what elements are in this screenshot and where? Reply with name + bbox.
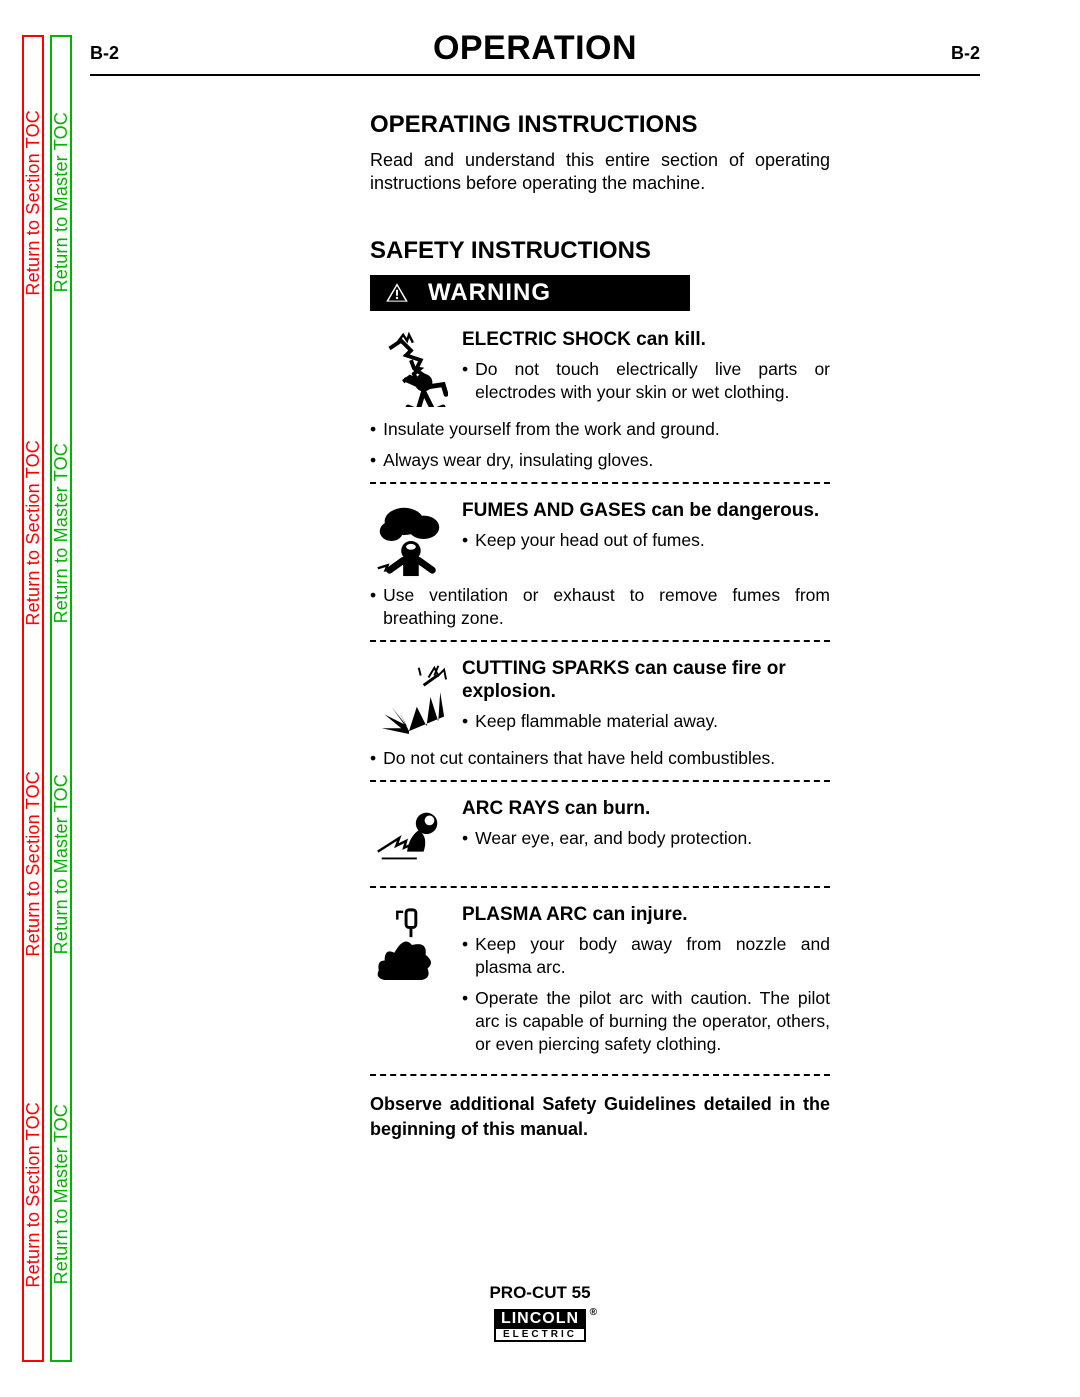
return-master-toc-link[interactable]: Return to Master TOC	[51, 102, 72, 302]
registered-mark: ®	[590, 1307, 598, 1318]
hazard-heading: PLASMA ARC can injure.	[462, 904, 830, 927]
divider	[370, 640, 830, 642]
shock-icon	[370, 329, 448, 407]
master-toc-rail: Return to Master TOC Return to Master TO…	[50, 35, 72, 1362]
operating-instructions-heading: OPERATING INSTRUCTIONS	[370, 111, 830, 139]
hazard-bullet: Always wear dry, insulating gloves.	[370, 449, 830, 472]
content-column: OPERATING INSTRUCTIONS Read and understa…	[370, 111, 830, 1141]
hazard-bullet: Wear eye, ear, and body protection.	[462, 827, 830, 850]
page-footer: PRO-CUT 55 LINCOLN® ELECTRIC	[0, 1283, 1080, 1342]
section-toc-rail: Return to Section TOC Return to Section …	[22, 35, 44, 1362]
hazard-block: ARC RAYS can burn. Wear eye, ear, and bod…	[370, 798, 830, 876]
warning-banner: WARNING	[370, 275, 690, 311]
hazard-bullet: Do not cut containers that have held com…	[370, 747, 830, 770]
warning-triangle-icon	[384, 280, 410, 306]
divider	[370, 1074, 830, 1076]
hazard-block: CUTTING SPARKS can cause fire or explosi…	[370, 658, 830, 770]
lincoln-electric-logo: LINCOLN® ELECTRIC	[494, 1309, 586, 1342]
fumes-icon	[370, 500, 448, 578]
operating-instructions-text: Read and understand this entire section …	[370, 149, 830, 195]
hazard-block: ELECTRIC SHOCK can kill. Do not touch ele…	[370, 329, 830, 472]
return-master-toc-link[interactable]: Return to Master TOC	[51, 1094, 72, 1294]
return-section-toc-link[interactable]: Return to Section TOC	[23, 100, 44, 306]
arcrays-icon	[370, 798, 448, 876]
return-section-toc-link[interactable]: Return to Section TOC	[23, 430, 44, 636]
safety-footnote: Observe additional Safety Guidelines det…	[370, 1092, 830, 1141]
return-master-toc-link[interactable]: Return to Master TOC	[51, 764, 72, 964]
page-number-right: B-2	[951, 43, 980, 64]
safety-instructions-heading: SAFETY INSTRUCTIONS	[370, 237, 830, 265]
hazard-bullet: Insulate yourself from the work and grou…	[370, 418, 830, 441]
return-master-toc-link[interactable]: Return to Master TOC	[51, 433, 72, 633]
hazard-bullet: Keep flammable material away.	[462, 710, 830, 733]
hazard-bullet: Use ventilation or exhaust to remove fum…	[370, 584, 830, 630]
return-section-toc-link[interactable]: Return to Section TOC	[23, 1092, 44, 1298]
warning-label: WARNING	[428, 279, 551, 307]
hazard-bullet: Keep your head out of fumes.	[462, 529, 830, 552]
hazard-bullet: Do not touch electrically live parts or …	[462, 358, 830, 404]
hazard-heading: ELECTRIC SHOCK can kill.	[462, 329, 830, 352]
hazard-heading: FUMES AND GASES can be dangerous.	[462, 500, 830, 523]
hazard-heading: ARC RAYS can burn.	[462, 798, 830, 821]
return-section-toc-link[interactable]: Return to Section TOC	[23, 761, 44, 967]
hazard-block: PLASMA ARC can injure. Keep your body awa…	[370, 904, 830, 1064]
brand-bottom: ELECTRIC	[494, 1327, 586, 1342]
hazard-bullet: Keep your body away from nozzle and plas…	[462, 933, 830, 979]
model-name: PRO-CUT 55	[0, 1283, 1080, 1303]
brand-top: LINCOLN	[501, 1310, 579, 1327]
hazard-block: FUMES AND GASES can be dangerous. Keep yo…	[370, 500, 830, 630]
page-title: OPERATION	[433, 29, 637, 68]
hazard-bullet: Operate the pilot arc with caution. The …	[462, 987, 830, 1056]
page-number-left: B-2	[90, 43, 119, 64]
divider	[370, 482, 830, 484]
page-header: B-2 OPERATION B-2	[90, 25, 980, 76]
divider	[370, 886, 830, 888]
hazard-heading: CUTTING SPARKS can cause fire or explosi…	[462, 658, 830, 704]
sparks-icon	[370, 658, 448, 736]
divider	[370, 780, 830, 782]
plasma-icon	[370, 904, 448, 982]
